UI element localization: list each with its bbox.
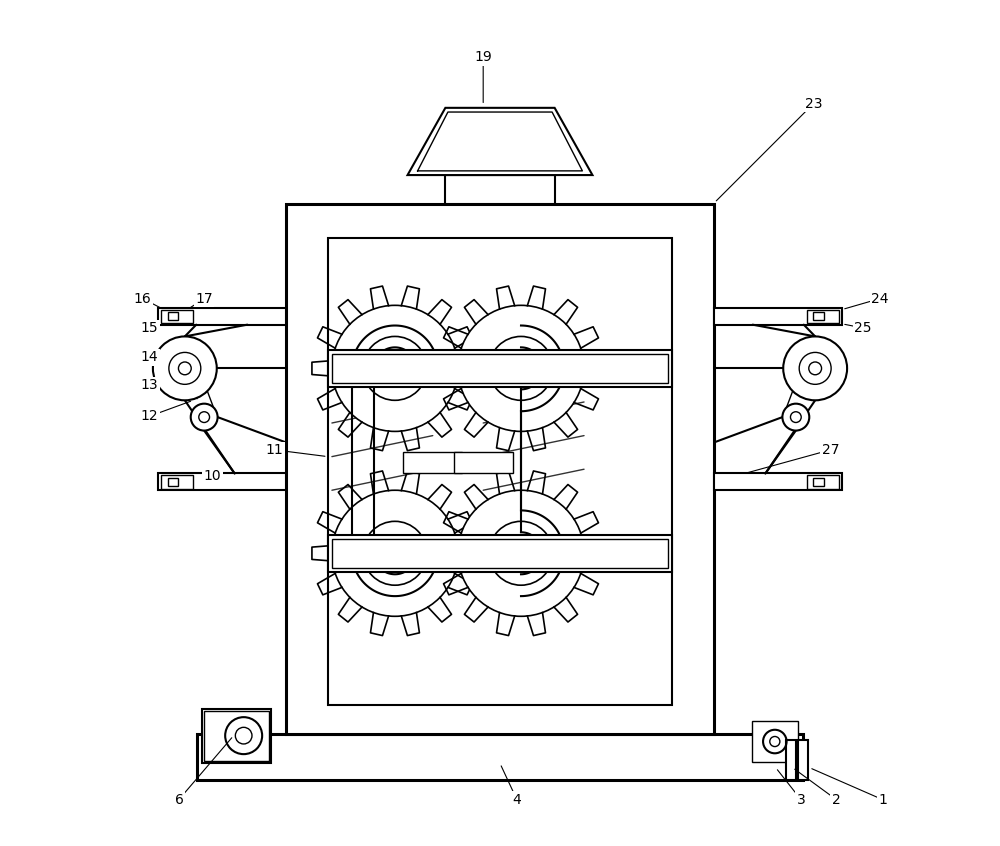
Circle shape xyxy=(799,353,831,384)
Bar xyxy=(786,740,796,780)
Bar xyxy=(454,453,513,474)
Text: 17: 17 xyxy=(195,292,213,305)
Bar xyxy=(168,312,178,321)
Bar xyxy=(714,474,842,490)
Text: 24: 24 xyxy=(871,292,889,305)
Circle shape xyxy=(380,354,410,383)
Bar xyxy=(752,722,798,761)
Bar xyxy=(328,535,672,572)
Circle shape xyxy=(506,354,536,383)
Bar xyxy=(197,734,803,780)
Bar xyxy=(168,478,178,486)
Text: 3: 3 xyxy=(797,793,805,806)
Circle shape xyxy=(458,305,584,431)
Circle shape xyxy=(153,337,217,400)
Circle shape xyxy=(199,412,210,422)
Circle shape xyxy=(178,362,191,375)
Text: 1: 1 xyxy=(878,793,887,806)
Circle shape xyxy=(770,737,780,746)
Circle shape xyxy=(809,362,822,375)
Circle shape xyxy=(332,490,458,616)
Bar xyxy=(202,709,271,763)
Text: 10: 10 xyxy=(204,469,221,483)
Text: 13: 13 xyxy=(141,378,158,393)
Circle shape xyxy=(169,353,201,384)
Text: 12: 12 xyxy=(141,409,158,423)
Bar xyxy=(332,354,668,382)
Text: 4: 4 xyxy=(512,793,521,806)
Text: 6: 6 xyxy=(175,793,183,806)
Polygon shape xyxy=(408,107,592,175)
Circle shape xyxy=(489,337,553,400)
Circle shape xyxy=(191,404,218,431)
Bar xyxy=(403,453,462,474)
Circle shape xyxy=(363,337,427,400)
Text: 2: 2 xyxy=(832,793,841,806)
Circle shape xyxy=(380,538,410,569)
Circle shape xyxy=(235,728,252,744)
Bar xyxy=(798,740,808,780)
Bar xyxy=(328,350,672,387)
Text: 14: 14 xyxy=(141,350,158,365)
Text: 23: 23 xyxy=(805,96,822,111)
Bar xyxy=(328,238,672,705)
Circle shape xyxy=(506,538,536,569)
Bar xyxy=(161,310,193,323)
Bar xyxy=(332,539,668,568)
Text: 25: 25 xyxy=(854,321,872,335)
Bar xyxy=(714,308,842,325)
Text: 27: 27 xyxy=(822,443,839,457)
Circle shape xyxy=(458,490,584,616)
Bar xyxy=(807,310,839,323)
Circle shape xyxy=(489,521,553,585)
Bar xyxy=(445,175,555,205)
Bar xyxy=(813,312,824,321)
Bar xyxy=(807,475,839,488)
Text: 11: 11 xyxy=(266,443,284,457)
Text: 16: 16 xyxy=(134,292,152,305)
Circle shape xyxy=(783,337,847,400)
Circle shape xyxy=(332,305,458,431)
Bar xyxy=(158,308,286,325)
Circle shape xyxy=(782,404,809,431)
Bar xyxy=(286,205,714,734)
Bar xyxy=(204,711,269,761)
Circle shape xyxy=(363,521,427,585)
Bar xyxy=(813,478,824,486)
Circle shape xyxy=(790,412,801,422)
Text: 19: 19 xyxy=(474,51,492,64)
Bar xyxy=(158,474,286,490)
Bar xyxy=(161,475,193,488)
Text: 15: 15 xyxy=(141,321,158,335)
